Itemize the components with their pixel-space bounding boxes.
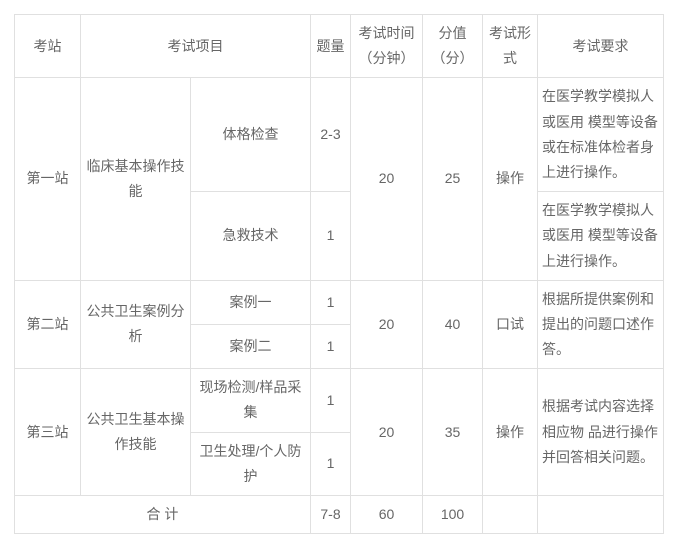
station-1-label: 第一站 [15, 78, 81, 280]
header-score: 分值（分） [423, 15, 483, 78]
total-req-empty [538, 496, 664, 534]
header-station: 考站 [15, 15, 81, 78]
station-1-req2: 在医学教学模拟人或医用 模型等设备上进行操作。 [538, 192, 664, 281]
total-row: 合 计 7-8 60 100 [15, 496, 664, 534]
table-row: 第二站 公共卫生案例分析 案例一 1 20 40 口试 根据所提供案例和提出的问… [15, 280, 664, 324]
station-1-form: 操作 [483, 78, 538, 280]
total-time: 60 [351, 496, 423, 534]
station-2-form: 口试 [483, 280, 538, 369]
station-3-label: 第三站 [15, 369, 81, 496]
station-2-sub2: 案例二 [191, 324, 311, 368]
station-3-form: 操作 [483, 369, 538, 496]
station-2-label: 第二站 [15, 280, 81, 369]
station-2-project: 公共卫生案例分析 [81, 280, 191, 369]
total-label: 合 计 [15, 496, 311, 534]
station-1-project: 临床基本操作技能 [81, 78, 191, 280]
header-req: 考试要求 [538, 15, 664, 78]
table-row: 第三站 公共卫生基本操作技能 现场检测/样品采集 1 20 35 操作 根据考试… [15, 369, 664, 432]
station-3-sub1-qcount: 1 [311, 369, 351, 432]
header-form: 考试形式 [483, 15, 538, 78]
exam-structure-table: 考站 考试项目 题量 考试时间（分钟） 分值（分） 考试形式 考试要求 第一站 … [14, 14, 664, 534]
station-3-sub2-qcount: 1 [311, 432, 351, 495]
total-form-empty [483, 496, 538, 534]
header-project: 考试项目 [81, 15, 311, 78]
station-2-sub2-qcount: 1 [311, 324, 351, 368]
station-2-time: 20 [351, 280, 423, 369]
station-3-time: 20 [351, 369, 423, 496]
header-row: 考站 考试项目 题量 考试时间（分钟） 分值（分） 考试形式 考试要求 [15, 15, 664, 78]
station-3-sub1: 现场检测/样品采集 [191, 369, 311, 432]
station-2-req: 根据所提供案例和提出的问题口述作答。 [538, 280, 664, 369]
station-2-score: 40 [423, 280, 483, 369]
station-1-sub2: 急救技术 [191, 192, 311, 281]
station-3-score: 35 [423, 369, 483, 496]
header-qcount: 题量 [311, 15, 351, 78]
station-1-score: 25 [423, 78, 483, 280]
station-3-req: 根据考试内容选择相应物 品进行操作并回答相关问题。 [538, 369, 664, 496]
station-1-time: 20 [351, 78, 423, 280]
station-1-sub1-qcount: 2-3 [311, 78, 351, 192]
station-2-sub1: 案例一 [191, 280, 311, 324]
total-qcount: 7-8 [311, 496, 351, 534]
table-row: 第一站 临床基本操作技能 体格检查 2-3 20 25 操作 在医学教学模拟人或… [15, 78, 664, 192]
station-1-req1: 在医学教学模拟人或医用 模型等设备或在标准体检者身上进行操作。 [538, 78, 664, 192]
header-time: 考试时间（分钟） [351, 15, 423, 78]
station-2-sub1-qcount: 1 [311, 280, 351, 324]
total-score: 100 [423, 496, 483, 534]
station-3-sub2: 卫生处理/个人防护 [191, 432, 311, 495]
station-1-sub1: 体格检查 [191, 78, 311, 192]
station-1-sub2-qcount: 1 [311, 192, 351, 281]
station-3-project: 公共卫生基本操作技能 [81, 369, 191, 496]
